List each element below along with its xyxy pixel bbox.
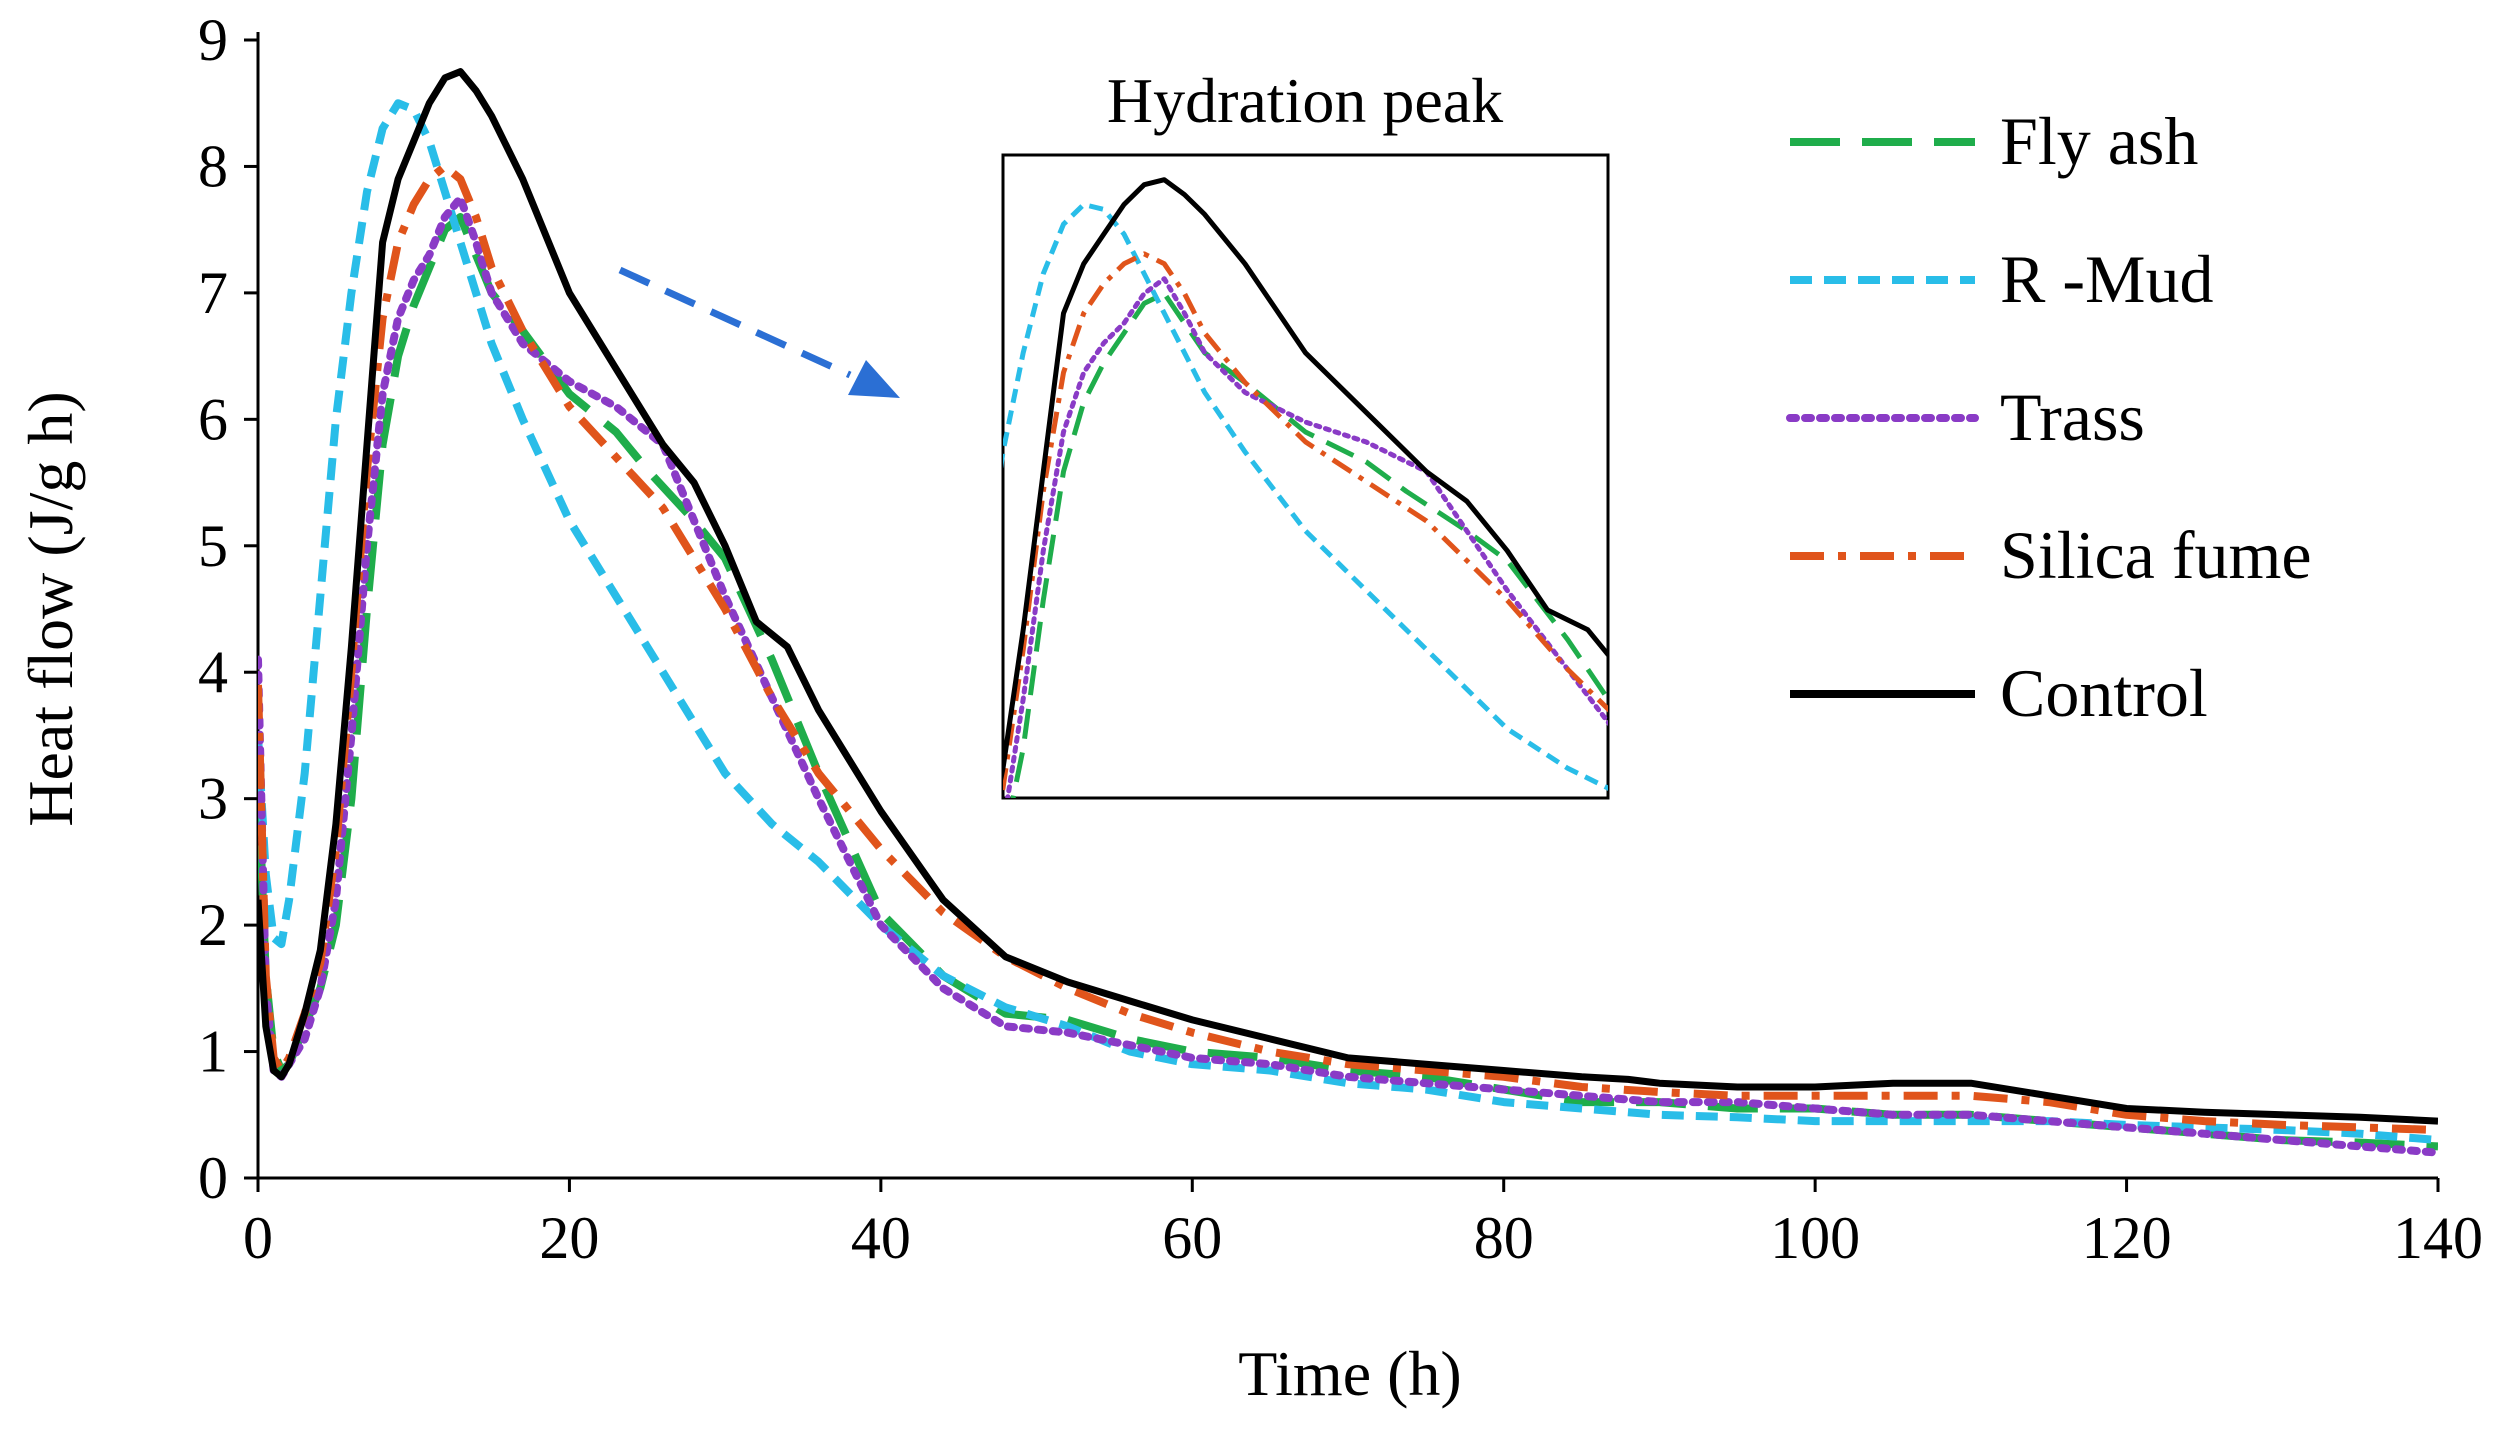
arrow-icon	[618, 266, 900, 398]
x-tick-label: 20	[539, 1205, 599, 1271]
x-tick-label: 80	[1474, 1205, 1534, 1271]
legend-label-trass: Trass	[2000, 379, 2145, 455]
inset-series-line-trass	[1005, 276, 1608, 798]
series-line-r-mud	[258, 99, 2438, 1145]
y-tick-label: 8	[198, 133, 228, 199]
inset-series-line-fly-ash	[1010, 291, 1608, 798]
x-tick-label: 140	[2393, 1205, 2483, 1271]
legend-label-fly-ash: Fly ash	[2000, 103, 2198, 179]
y-tick-label: 1	[198, 1019, 228, 1085]
inset-hydration-peak: Hydration peak	[1001, 65, 1610, 800]
x-tick-label: 0	[243, 1205, 273, 1271]
series-line-control	[258, 68, 2438, 1125]
x-tick-label: 40	[851, 1205, 911, 1271]
y-tick-label: 5	[198, 513, 228, 579]
legend-label-control: Control	[2000, 655, 2208, 731]
inset-series-group	[1003, 177, 1608, 798]
series-line-silica-fume	[258, 162, 2438, 1134]
inset-series-line-control	[1003, 177, 1608, 781]
x-axis-title: Time (h)	[1238, 1338, 1461, 1409]
inset-frame	[1001, 153, 1610, 800]
y-tick-label: 0	[198, 1145, 228, 1211]
y-tick-label: 9	[198, 7, 228, 73]
inset-title: Hydration peak	[1107, 65, 1503, 136]
x-tick-label: 60	[1162, 1205, 1222, 1271]
legend: Fly ash R -Mud Trass Silica fume Control	[1786, 103, 2312, 731]
y-axis-title: Heat flow (J/g h)	[15, 391, 86, 826]
y-tick-label: 7	[198, 260, 228, 326]
axes: 0 1 2 3 4 5 6 7 8 9 0 20 40 60 80 100 120 140	[198, 7, 2483, 1271]
legend-label-r-mud: R -Mud	[2000, 241, 2213, 317]
x-tick-label: 120	[2082, 1205, 2172, 1271]
y-tick-label: 6	[198, 386, 228, 452]
inset-series-line-silica-fume	[1003, 251, 1608, 798]
y-tick-label: 3	[198, 766, 228, 832]
main-series-group	[258, 68, 2438, 1157]
legend-label-silica-fume: Silica fume	[2000, 517, 2312, 593]
inset-series-line-r-mud	[1003, 202, 1608, 791]
x-tick-label: 100	[1770, 1205, 1860, 1271]
y-tick-label: 4	[198, 639, 228, 705]
y-tick-label: 2	[198, 892, 228, 958]
